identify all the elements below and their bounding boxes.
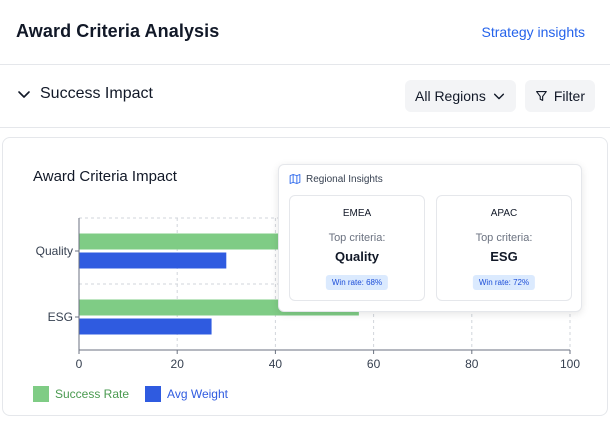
region-criteria-value: ESG xyxy=(490,249,518,264)
y-tick-label: ESG xyxy=(48,310,73,324)
legend-swatch-weight xyxy=(145,386,162,402)
filter-button[interactable]: Filter xyxy=(525,80,595,112)
header-bar: Award Criteria Analysis Strategy insight… xyxy=(0,0,610,65)
filter-icon xyxy=(536,91,547,101)
chevron-down-icon xyxy=(493,93,504,100)
x-tick-label: 100 xyxy=(560,357,580,371)
x-tick-label: 80 xyxy=(465,357,479,371)
bar-esg-avg-weight xyxy=(79,318,212,335)
tooltip-header: Regional Insights xyxy=(289,173,383,185)
region-name: APAC xyxy=(490,208,518,219)
filter-label: Filter xyxy=(553,88,585,104)
legend-label-success: Success Rate xyxy=(55,387,130,401)
win-rate-badge: Win rate: 68% xyxy=(325,275,389,290)
region-criteria-label: Top criteria: xyxy=(475,232,533,244)
legend-label-weight: Avg Weight xyxy=(167,387,228,401)
tooltip-title: Regional Insights xyxy=(306,173,383,185)
map-icon xyxy=(289,174,301,184)
section-toggle[interactable]: Success Impact xyxy=(16,85,153,103)
region-select[interactable]: All Regions xyxy=(405,80,516,112)
chart-title: Award Criteria Impact xyxy=(33,168,177,185)
win-rate-badge: Win rate: 72% xyxy=(472,275,536,290)
section-title: Success Impact xyxy=(40,85,153,102)
legend-swatch-success xyxy=(33,386,49,402)
x-tick-label: 40 xyxy=(269,357,283,371)
strategy-insights-link[interactable]: Strategy insights xyxy=(481,24,586,40)
region-card-emea: EMEA Top criteria: Quality Win rate: 68% xyxy=(289,195,425,301)
x-tick-label: 20 xyxy=(171,357,185,371)
x-tick-label: 0 xyxy=(76,357,83,371)
regional-insights-tooltip: Regional Insights EMEA Top criteria: Qua… xyxy=(278,164,582,312)
chart-legend: Success Rate Avg Weight xyxy=(33,386,228,402)
chevron-down-icon xyxy=(18,91,30,98)
region-select-value: All Regions xyxy=(415,88,486,104)
section-bar: Success Impact All Regions Filter xyxy=(0,65,610,128)
region-card-apac: APAC Top criteria: ESG Win rate: 72% xyxy=(436,195,572,301)
x-tick-label: 60 xyxy=(367,357,381,371)
legend-item-success-rate[interactable]: Success Rate xyxy=(33,386,129,402)
region-criteria-value: Quality xyxy=(334,249,380,264)
y-tick-label: Quality xyxy=(36,244,73,258)
bar-quality-avg-weight xyxy=(79,252,227,269)
page-title: Award Criteria Analysis xyxy=(16,21,220,41)
region-name: EMEA xyxy=(342,208,372,219)
bar-quality-success-rate xyxy=(79,233,300,250)
legend-item-avg-weight[interactable]: Avg Weight xyxy=(145,386,228,402)
region-criteria-label: Top criteria: xyxy=(328,232,386,244)
